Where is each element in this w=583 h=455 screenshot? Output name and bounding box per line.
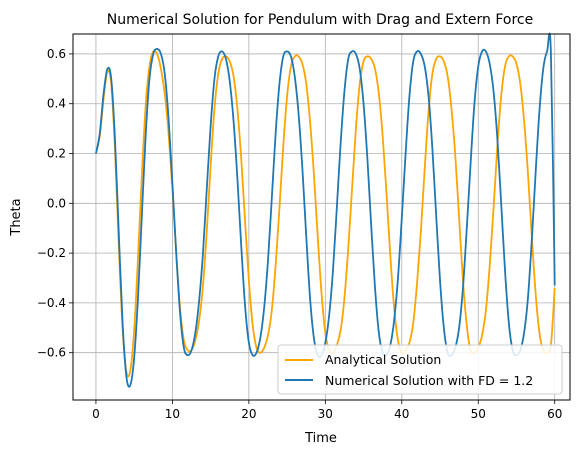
legend-label-numerical: Numerical Solution with FD = 1.2: [325, 373, 533, 388]
y-axis-label: Theta: [9, 198, 24, 236]
plot-frame: [72, 33, 571, 401]
y-tick-label: 0.4: [47, 97, 66, 111]
y-tick-label: −0.4: [37, 296, 66, 310]
y-tick-label: 0.6: [47, 47, 66, 61]
x-axis-label: Time: [304, 431, 337, 446]
y-tick-label: −0.2: [37, 246, 66, 260]
legend: Analytical Solution Numerical Solution w…: [277, 344, 563, 395]
legend-box: [277, 344, 563, 395]
y-tick-label: 0.2: [47, 147, 66, 161]
grid: [73, 34, 570, 400]
x-tick-label: 40: [394, 407, 409, 421]
y-tick-label: 0.0: [47, 196, 66, 210]
legend-label-analytical: Analytical Solution: [325, 352, 441, 367]
x-tick-label: 30: [318, 407, 333, 421]
chart-title: Numerical Solution for Pendulum with Dra…: [107, 12, 533, 28]
y-ticks: −0.6 −0.4 −0.2 0.0 0.2 0.4 0.6: [37, 47, 73, 360]
x-tick-label: 60: [547, 407, 562, 421]
series-line-numerical: [95, 32, 556, 388]
x-tick-label: 10: [165, 407, 180, 421]
x-tick-label: 50: [471, 407, 486, 421]
x-ticks: 0 10 20 30 40 50 60: [92, 400, 562, 421]
x-tick-label: 0: [92, 407, 100, 421]
y-tick-label: −0.6: [37, 346, 66, 360]
x-tick-label: 20: [241, 407, 256, 421]
